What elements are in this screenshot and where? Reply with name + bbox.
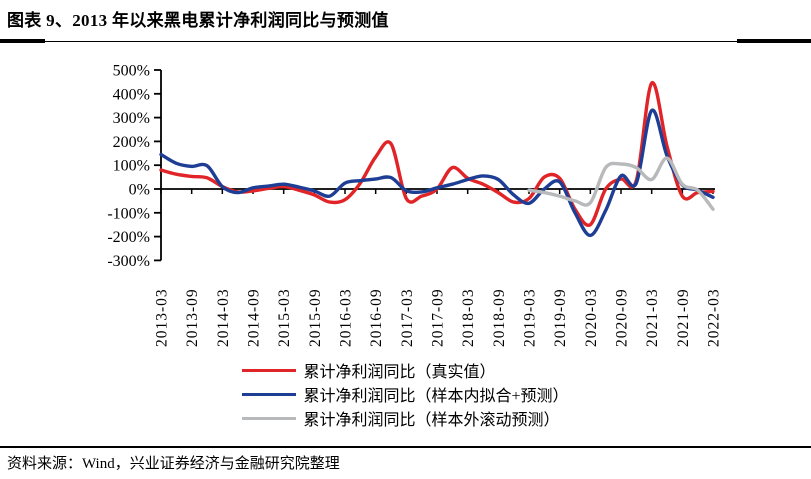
svg-text:2017-03: 2017-03 bbox=[399, 288, 416, 347]
legend-label-rolling: 累计净利润同比（样本外滚动预测） bbox=[303, 412, 560, 429]
svg-text:2022-03: 2022-03 bbox=[706, 288, 723, 347]
svg-text:2018-03: 2018-03 bbox=[460, 288, 477, 347]
svg-text:2014-03: 2014-03 bbox=[215, 288, 232, 347]
svg-text:-100%: -100% bbox=[107, 205, 150, 222]
figure-title: 图表 9、2013 年以来黑电累计净利润同比与预测值 bbox=[7, 11, 389, 30]
legend-line-rolling bbox=[242, 416, 297, 420]
footer-divider bbox=[0, 446, 811, 448]
svg-text:2013-03: 2013-03 bbox=[154, 288, 171, 347]
svg-text:200%: 200% bbox=[113, 134, 150, 151]
legend-label-actual: 累计净利润同比（真实值） bbox=[303, 364, 496, 381]
title-divider-thick-right bbox=[737, 39, 811, 43]
svg-text:2016-03: 2016-03 bbox=[338, 288, 355, 347]
svg-text:-200%: -200% bbox=[107, 229, 150, 246]
svg-text:2021-03: 2021-03 bbox=[644, 288, 661, 347]
series-line-2 bbox=[527, 156, 715, 211]
svg-text:300%: 300% bbox=[113, 110, 150, 127]
svg-text:2019-09: 2019-09 bbox=[552, 288, 569, 347]
source-note: 资料来源：Wind，兴业证券经济与金融研究院整理 bbox=[7, 456, 340, 472]
svg-text:400%: 400% bbox=[113, 86, 150, 103]
svg-text:2016-09: 2016-09 bbox=[368, 288, 385, 347]
legend-item-rolling: 累计净利润同比（样本外滚动预测） bbox=[242, 406, 568, 430]
title-divider-thick-left bbox=[0, 39, 45, 43]
svg-text:2014-09: 2014-09 bbox=[246, 288, 263, 347]
chart-legend: 累计净利润同比（真实值） 累计净利润同比（样本内拟合+预测） 累计净利润同比（样… bbox=[0, 358, 811, 430]
legend-line-fit bbox=[242, 392, 297, 396]
svg-text:2015-09: 2015-09 bbox=[307, 288, 324, 347]
svg-text:2018-09: 2018-09 bbox=[491, 288, 508, 347]
x-axis: 2013-03 2013-09 2014-03 2014-09 2015-03 2015-… bbox=[154, 188, 723, 347]
svg-text:500%: 500% bbox=[113, 63, 150, 80]
svg-text:0%: 0% bbox=[129, 182, 150, 199]
y-axis: 500% 400% 300% 200% 100% 0% -100% -200% -300% bbox=[107, 63, 162, 270]
svg-text:100%: 100% bbox=[113, 158, 150, 175]
series-line-1 bbox=[159, 108, 715, 238]
svg-text:-300%: -300% bbox=[107, 253, 150, 270]
legend-item-fit: 累计净利润同比（样本内拟合+预测） bbox=[242, 382, 569, 406]
legend-item-actual: 累计净利润同比（真实值） bbox=[242, 358, 568, 382]
title-divider bbox=[0, 41, 811, 42]
legend-label-fit: 累计净利润同比（样本内拟合+预测） bbox=[303, 388, 569, 405]
series-line-0 bbox=[159, 81, 715, 227]
legend-line-actual bbox=[242, 368, 297, 372]
svg-text:2017-09: 2017-09 bbox=[430, 288, 447, 347]
svg-text:2021-09: 2021-09 bbox=[675, 288, 692, 347]
svg-text:2020-09: 2020-09 bbox=[614, 288, 631, 347]
svg-text:2019-03: 2019-03 bbox=[522, 288, 539, 347]
svg-text:2020-03: 2020-03 bbox=[583, 288, 600, 347]
svg-text:2013-09: 2013-09 bbox=[184, 288, 201, 347]
svg-text:2015-03: 2015-03 bbox=[276, 288, 293, 347]
